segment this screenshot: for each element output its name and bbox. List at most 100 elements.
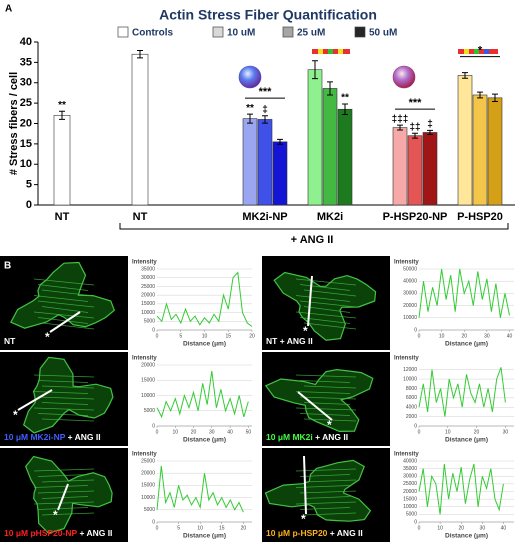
y-tick-label: 10000 — [141, 393, 155, 399]
y-axis-label: Intensity — [394, 356, 419, 362]
actin-fiber — [33, 485, 89, 488]
error-bar — [427, 129, 433, 136]
y-tick-label: 25 — [20, 97, 32, 109]
legend-label: 10 uM — [227, 28, 255, 39]
bar — [457, 75, 473, 206]
y-tick-label: 10000 — [141, 310, 155, 316]
bracket-label: * — [478, 44, 483, 56]
y-tick-label: 0 — [414, 519, 417, 525]
x-tick-label: 0 — [418, 525, 421, 531]
cell — [264, 459, 372, 522]
y-tick-label: 5000 — [144, 408, 155, 414]
y-tick-label: 20000 — [403, 303, 417, 309]
caption: 10 μM p-HSP20 + ANG II — [266, 528, 363, 538]
caption: 10 μM pHSP20-NP + ANG II — [4, 528, 112, 538]
bar — [407, 135, 423, 206]
actin-fiber — [295, 278, 357, 286]
caption: 10 μM MK2i + ANG II — [266, 432, 348, 442]
image-marker: * — [13, 408, 18, 422]
intensity-line — [418, 268, 510, 318]
y-tick-label: 10000 — [141, 495, 155, 501]
actin-fiber — [33, 391, 89, 394]
y-axis-label: Intensity — [394, 452, 419, 458]
actin-fiber — [299, 396, 357, 400]
image-marker: * — [53, 508, 58, 522]
actin-fiber — [41, 385, 95, 389]
legend-swatch — [212, 26, 224, 38]
x-tick-label: 40 — [507, 333, 513, 339]
value-label: ** — [246, 103, 254, 114]
error-bar — [412, 132, 418, 139]
actin-fiber — [41, 496, 89, 499]
caption-part: + ANG II — [77, 528, 112, 538]
x-tick-label: 40 — [227, 429, 233, 435]
y-tick-label: 40 — [20, 36, 32, 48]
actin-fiber — [299, 380, 351, 383]
y-tick-label: 0 — [26, 199, 32, 211]
y-tick-label: 0 — [414, 423, 417, 429]
value-label: ‡‡ — [409, 122, 420, 133]
actin-fiber — [295, 407, 357, 411]
caption-part: 10 μM p-HSP20 — [266, 528, 328, 538]
x-axis-label: Distance (μm) — [183, 437, 226, 444]
x-tick-label: 20 — [191, 429, 197, 435]
y-tick-label: 0 — [152, 519, 155, 525]
x-tick-label: 30 — [503, 429, 509, 435]
caption-part: + ANG II — [313, 432, 348, 442]
x-tick-label: 10 — [439, 333, 445, 339]
bar — [131, 53, 149, 206]
peptide-icon — [312, 49, 350, 54]
actin-fiber — [33, 501, 95, 505]
error-bar — [137, 50, 143, 59]
y-axis-label: Intensity — [132, 356, 157, 362]
actin-fiber — [303, 306, 351, 313]
y-tick-label: 35 — [20, 56, 32, 68]
actin-fiber — [33, 468, 95, 472]
actin-fiber — [33, 278, 95, 286]
y-tick-label: 15000 — [403, 496, 417, 502]
cell — [25, 455, 113, 534]
caption: NT + ANG II — [266, 336, 313, 346]
actin-fiber — [299, 474, 351, 477]
caption-part: 10 μM MK2i-NP — [4, 432, 66, 442]
value-label: ‡ — [262, 104, 268, 115]
profile-line — [17, 389, 53, 411]
x-tick-label: 0 — [418, 429, 421, 435]
value-label: ‡ — [427, 119, 433, 130]
x-tick-label: 10 — [197, 525, 203, 531]
y-tick-label: 5000 — [144, 319, 155, 325]
x-tick-label: 15 — [225, 333, 231, 339]
y-tick-label: 10000 — [403, 504, 417, 510]
legend-swatch — [282, 26, 294, 38]
x-tick-label: 10 — [437, 525, 443, 531]
x-tick-label: 10 — [445, 429, 451, 435]
y-tick-label: 5 — [26, 179, 32, 191]
actin-fiber — [33, 311, 95, 319]
actin-fiber — [37, 284, 89, 291]
x-tick-label: 20 — [458, 525, 464, 531]
actin-fiber — [303, 289, 357, 297]
y-tick-label: 10000 — [403, 315, 417, 321]
y-tick-label: 30000 — [403, 474, 417, 480]
x-axis-label: Distance (μm) — [445, 533, 488, 540]
x-tick-label: 0 — [156, 333, 159, 339]
y-tick-label: 4000 — [406, 405, 417, 411]
x-axis-label: Distance (μm) — [445, 341, 488, 348]
y-tick-label: 20000 — [141, 362, 155, 368]
error-bar — [59, 110, 65, 120]
x-tick-label: 5 — [177, 525, 180, 531]
x-axis-label: Distance (μm) — [183, 533, 226, 540]
x-tick-label: 0 — [156, 525, 159, 531]
actin-fiber — [37, 474, 89, 477]
bar — [392, 127, 408, 206]
actin-fiber — [299, 284, 351, 291]
x-tick-label: 30 — [484, 333, 490, 339]
x-tick-label: 15 — [219, 525, 225, 531]
y-tick-label: 25000 — [403, 481, 417, 487]
actin-fiber — [37, 380, 89, 383]
y-tick-label: 30 — [20, 77, 32, 89]
cell — [264, 368, 374, 433]
caption-part: NT + ANG II — [266, 336, 313, 346]
error-bar — [462, 72, 468, 79]
caption: 10 μM MK2i-NP + ANG II — [4, 432, 101, 442]
